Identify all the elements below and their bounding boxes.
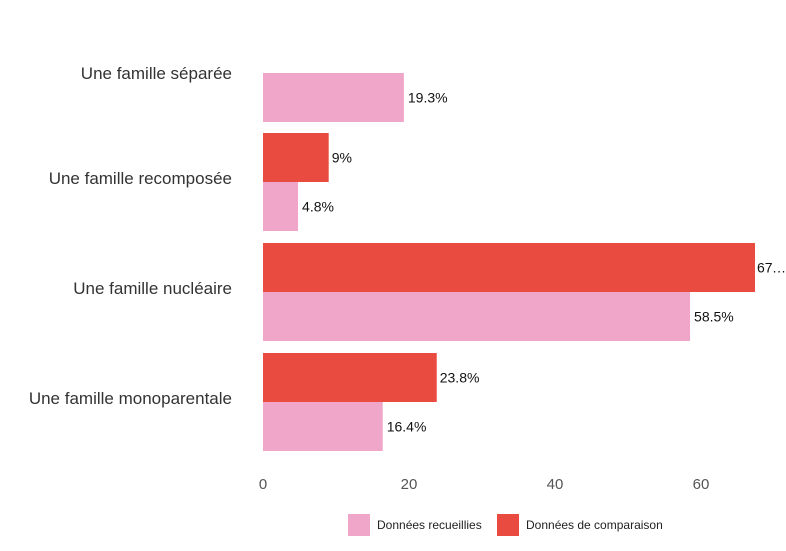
legend-label-donnees-recueillies: Données recueillies xyxy=(377,518,482,532)
legend-swatch-donnees-recueillies xyxy=(348,514,370,536)
category-label-une-famille-nucleaire: Une famille nucléaire xyxy=(73,279,232,298)
category-label-une-famille-separee: Une famille séparée xyxy=(81,64,232,83)
x-tick-label-40: 40 xyxy=(547,476,564,493)
bar-recueillies-une-famille-separee xyxy=(263,73,404,122)
data-label-comparaison-une-famille-nucleaire: 67.… xyxy=(757,260,786,276)
x-axis-ticks: 0 20 40 60 xyxy=(259,476,710,493)
legend-swatch-donnees-comparaison xyxy=(497,514,519,536)
data-label-recueillies-une-famille-recomposee: 4.8% xyxy=(302,199,334,215)
legend-label-donnees-comparaison: Données de comparaison xyxy=(526,518,663,532)
x-tick-label-20: 20 xyxy=(401,476,418,493)
category-label-une-famille-recomposee: Une famille recomposée xyxy=(49,169,232,188)
data-label-recueillies-une-famille-nucleaire: 58.5% xyxy=(694,309,734,325)
bar-comparaison-une-famille-monoparentale xyxy=(263,353,437,402)
bars-group: 19.3% 9% 4.8% 67.… 58.5% 23.8% 16.4% xyxy=(263,73,786,451)
data-label-comparaison-une-famille-monoparentale: 23.8% xyxy=(440,370,480,386)
data-label-recueillies-une-famille-separee: 19.3% xyxy=(408,90,448,106)
bar-recueillies-une-famille-recomposee xyxy=(263,182,299,231)
data-label-recueillies-une-famille-monoparentale: 16.4% xyxy=(387,419,427,435)
data-label-comparaison-une-famille-recomposee: 9% xyxy=(332,150,352,166)
bar-comparaison-une-famille-nucleaire xyxy=(263,243,756,292)
category-label-une-famille-monoparentale: Une famille monoparentale xyxy=(29,389,232,408)
bar-comparaison-une-famille-recomposee xyxy=(263,133,329,182)
bar-recueillies-une-famille-monoparentale xyxy=(263,402,383,451)
legend: Données recueillies Données de comparais… xyxy=(348,514,663,536)
bar-recueillies-une-famille-nucleaire xyxy=(263,292,691,341)
x-tick-label-60: 60 xyxy=(693,476,710,493)
category-labels: Une famille séparée Une famille recomposé… xyxy=(29,64,232,408)
x-tick-label-0: 0 xyxy=(259,476,267,493)
